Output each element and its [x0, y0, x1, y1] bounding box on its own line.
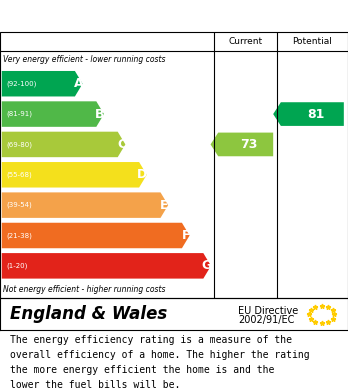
Text: 73: 73: [240, 138, 258, 151]
Polygon shape: [2, 132, 125, 157]
Text: F: F: [182, 229, 190, 242]
Text: D: D: [137, 168, 148, 181]
Text: 2002/91/EC: 2002/91/EC: [238, 315, 295, 325]
Polygon shape: [211, 133, 273, 156]
Text: EU Directive: EU Directive: [238, 305, 299, 316]
Text: Potential: Potential: [292, 37, 332, 46]
Text: (21-38): (21-38): [6, 232, 32, 239]
Polygon shape: [2, 101, 104, 127]
Text: (69-80): (69-80): [6, 141, 32, 148]
Text: E: E: [160, 199, 169, 212]
Text: Very energy efficient - lower running costs: Very energy efficient - lower running co…: [3, 56, 166, 65]
Text: G: G: [201, 259, 212, 273]
Text: (39-54): (39-54): [6, 202, 32, 208]
Text: (81-91): (81-91): [6, 111, 32, 117]
Text: Current: Current: [228, 37, 262, 46]
Text: B: B: [95, 108, 105, 120]
Text: 81: 81: [307, 108, 324, 120]
Polygon shape: [273, 102, 344, 126]
Polygon shape: [2, 223, 190, 248]
Text: Not energy efficient - higher running costs: Not energy efficient - higher running co…: [3, 285, 166, 294]
Text: C: C: [117, 138, 126, 151]
Polygon shape: [2, 162, 147, 188]
Polygon shape: [2, 192, 168, 218]
Text: The energy efficiency rating is a measure of the
overall efficiency of a home. T: The energy efficiency rating is a measur…: [10, 335, 310, 390]
Text: Energy Efficiency Rating: Energy Efficiency Rating: [10, 9, 220, 23]
Text: (55-68): (55-68): [6, 172, 32, 178]
Text: (1-20): (1-20): [6, 263, 27, 269]
Text: A: A: [74, 77, 83, 90]
Polygon shape: [2, 253, 211, 279]
Text: England & Wales: England & Wales: [10, 305, 168, 323]
Text: (92-100): (92-100): [6, 81, 36, 87]
Polygon shape: [2, 71, 82, 97]
